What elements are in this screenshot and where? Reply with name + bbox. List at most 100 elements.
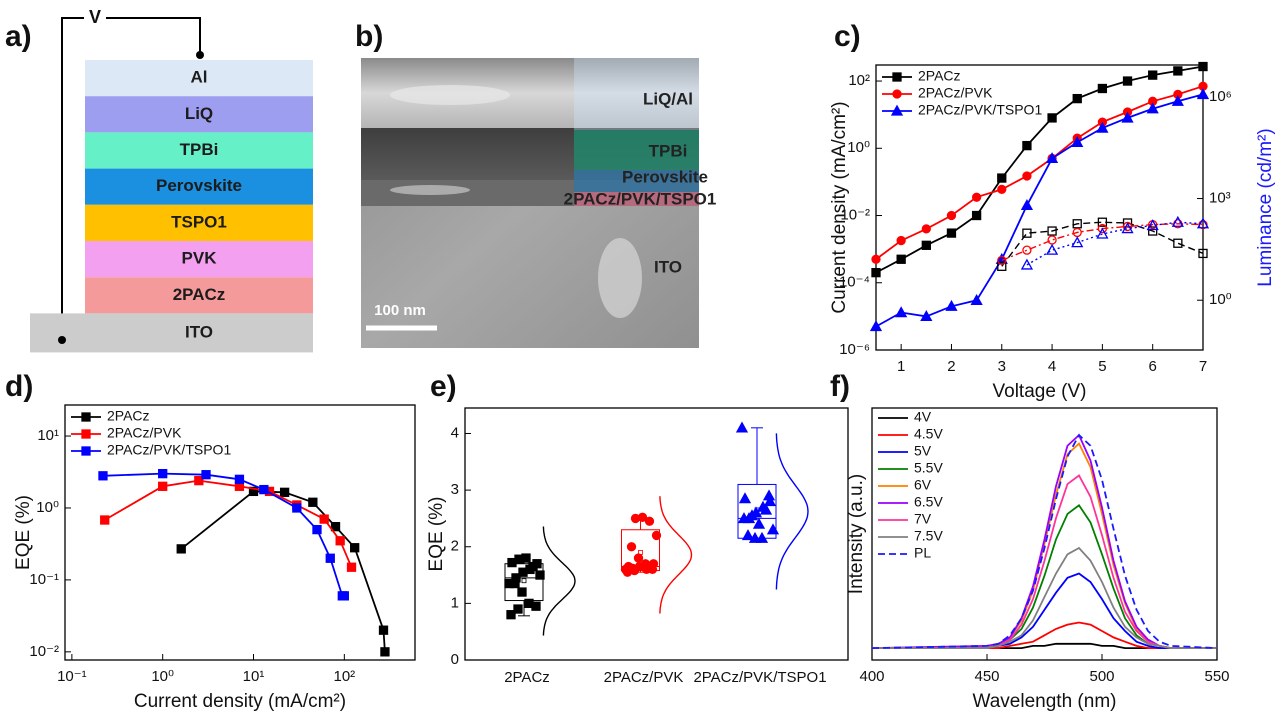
marker: [972, 295, 982, 304]
y-tick-label: 10⁻¹: [29, 571, 59, 588]
x-tick-label: 2: [947, 358, 955, 375]
panel-label: a): [5, 20, 32, 53]
marker: [1023, 172, 1031, 180]
y-axis-title: EQE (%): [13, 495, 34, 570]
marker: [628, 543, 636, 551]
x-tick-label: 10⁰: [151, 668, 174, 685]
marker: [893, 90, 901, 98]
y-tick-label: 3: [451, 481, 459, 498]
mean-marker: [522, 579, 526, 583]
layer-label: Perovskite: [156, 176, 242, 195]
legend-label: 2PACz: [107, 408, 150, 424]
marker: [871, 322, 881, 331]
y-tick-label: 10²: [848, 72, 870, 89]
marker: [631, 567, 639, 575]
device-stack: V AlLiQTPBiPerovskiteTSPO1PVK2PACzITO: [30, 7, 313, 353]
legend-label: 2PACz/PVK: [107, 425, 182, 441]
marker: [1022, 200, 1032, 209]
marker: [522, 554, 530, 562]
y2-tick-label: 10⁶: [1209, 88, 1232, 105]
y-tick-label: 0: [451, 651, 459, 668]
marker: [336, 537, 344, 545]
y-tick-label: 10⁰: [847, 139, 870, 156]
marker: [893, 73, 901, 81]
legend-label: 5V: [914, 443, 932, 459]
marker: [313, 526, 321, 534]
x-tick-label: 6: [1149, 358, 1157, 375]
marker: [896, 308, 906, 317]
marker: [351, 544, 359, 552]
marker: [649, 565, 657, 573]
panel-label: f): [830, 370, 850, 403]
layer-label: TPBi: [180, 140, 219, 159]
legend-label: 4V: [914, 409, 932, 425]
marker: [1047, 245, 1057, 254]
series-line: [105, 481, 352, 568]
marker: [159, 482, 167, 490]
marker: [99, 472, 107, 480]
marker: [653, 531, 661, 539]
y2-tick-label: 10³: [1209, 190, 1231, 207]
x-tick-label: 7: [1199, 358, 1207, 375]
marker: [309, 498, 317, 506]
marker: [1149, 71, 1157, 79]
panel-label: c): [834, 20, 861, 53]
x-tick-label: 3: [998, 358, 1006, 375]
x-tick-label: 500: [1089, 668, 1114, 685]
marker: [177, 545, 185, 553]
marker: [293, 504, 301, 512]
sem-grain: [390, 85, 510, 105]
marker: [1198, 89, 1208, 98]
marker: [532, 602, 540, 610]
marker: [82, 413, 90, 421]
sem-image: 100 nm LiQ/Al TPBi Perovskite 2PACz/PVK/…: [361, 58, 716, 348]
x-tick-label: 4: [1048, 358, 1056, 375]
scale-bar-label: 100 nm: [374, 302, 426, 319]
marker: [740, 494, 750, 503]
marker: [235, 475, 243, 483]
series-line: [876, 94, 1203, 326]
legend-label: 2PACz/PVK: [918, 85, 993, 101]
distribution-curve: [543, 527, 575, 636]
layer: [30, 313, 313, 352]
sem-label: Perovskite: [622, 167, 708, 186]
marker: [947, 212, 955, 220]
x-tick-label: 2PACz/PVK/TSPO1: [693, 669, 826, 686]
marker: [326, 554, 334, 562]
marker: [922, 241, 930, 249]
y-tick-label: 10⁰: [36, 499, 59, 516]
marker: [381, 648, 389, 656]
y-axis-title: Intensity (a.u.): [846, 474, 867, 594]
y-tick-label: 1: [451, 594, 459, 611]
voltage-label: V: [89, 7, 101, 27]
marker: [897, 237, 905, 245]
figure: a) b) c) d) e) f) V AlLiQTPBiPerovskiteT…: [0, 0, 1282, 713]
y-axis-title: Current density (mA/cm²): [829, 101, 850, 313]
marker: [922, 225, 930, 233]
marker: [1199, 63, 1207, 71]
contact-dot: [196, 51, 204, 59]
y-axis-title: EQE (%): [426, 497, 447, 572]
sem-label: LiQ/Al: [643, 89, 693, 108]
legend-label: 7V: [914, 511, 932, 527]
marker: [101, 516, 109, 524]
marker: [536, 571, 544, 579]
x-tick-label: 10¹: [243, 668, 265, 685]
layer-label: PVK: [182, 249, 218, 268]
marker: [1098, 84, 1106, 92]
marker: [340, 592, 348, 600]
x-tick-label: 5: [1098, 358, 1106, 375]
sem-label: TPBi: [649, 141, 688, 160]
y-tick-label: 10⁻²: [29, 643, 59, 660]
marker: [1048, 114, 1056, 122]
legend-label: PL: [914, 545, 931, 561]
marker: [514, 605, 522, 613]
layer-label: Al: [191, 68, 208, 87]
marker: [348, 563, 356, 571]
marker: [1023, 142, 1031, 150]
marker: [998, 185, 1006, 193]
sem-label: 2PACz/PVK/TSPO1: [564, 189, 717, 208]
x-tick-label: 1: [897, 358, 905, 375]
marker: [947, 229, 955, 237]
legend-label: 7.5V: [914, 528, 943, 544]
